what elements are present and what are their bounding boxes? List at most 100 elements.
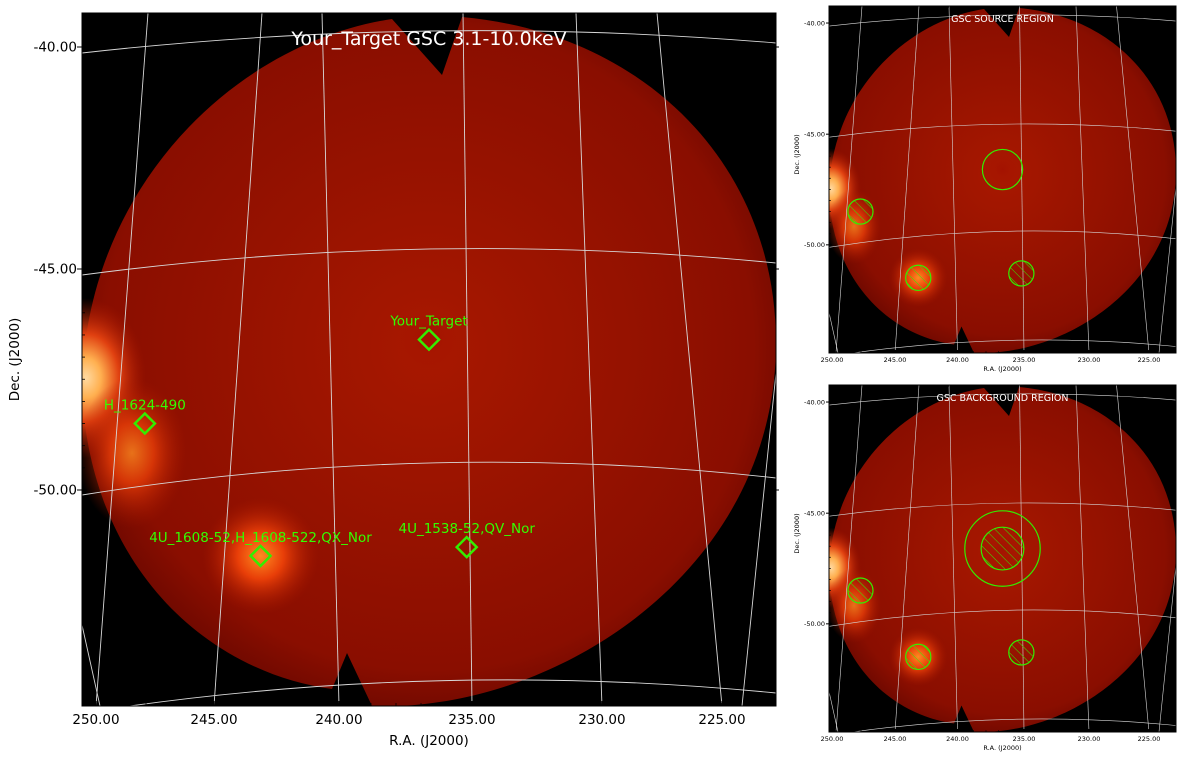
coordinate-grid bbox=[82, 13, 776, 706]
y-tick-label: -40.00 bbox=[804, 19, 825, 27]
x-tick-label: 235.00 bbox=[1013, 735, 1036, 743]
ra-gridline bbox=[1075, 6, 1090, 353]
main-panel: Your_Target H_1624-490 4U_1608-52,H_1608-5… bbox=[7, 12, 779, 749]
y-tick-label: -40.00 bbox=[33, 40, 77, 56]
source-label: 4U_1608-52,H_1608-522,QX_Nor bbox=[149, 530, 372, 546]
source-label: H_1624-490 bbox=[104, 398, 186, 414]
x-tick-label: 240.00 bbox=[946, 356, 969, 364]
plot-frame bbox=[828, 5, 1177, 354]
ra-gridline bbox=[948, 385, 958, 732]
ra-gridline bbox=[213, 13, 263, 706]
excluded-region bbox=[905, 264, 932, 292]
ra-gridline bbox=[741, 372, 776, 706]
x-tick-label: 245.00 bbox=[884, 356, 907, 364]
x-tick-label: 245.00 bbox=[884, 735, 907, 743]
excluded-region bbox=[905, 643, 932, 671]
dec-gridline bbox=[82, 461, 776, 496]
y-axis-label: Dec. (J2000) bbox=[793, 513, 801, 553]
dec-gridline bbox=[850, 339, 1176, 353]
source-marker bbox=[454, 535, 479, 559]
dec-gridline bbox=[829, 393, 1176, 406]
excluded-region bbox=[1008, 260, 1035, 287]
x-tick-label: 230.00 bbox=[1078, 356, 1101, 364]
heatmap-area bbox=[829, 6, 1176, 353]
emission-blob bbox=[202, 497, 319, 614]
x-axis-label: R.A. (J2000) bbox=[983, 744, 1021, 752]
y-tick-label: -50.00 bbox=[804, 620, 825, 628]
excluded-region bbox=[847, 198, 874, 225]
excluded-region-hatch bbox=[847, 198, 874, 225]
dec-gridline bbox=[850, 718, 1176, 732]
ra-gridline bbox=[462, 13, 473, 706]
excluded-region-hatch bbox=[905, 265, 931, 291]
y-tick-label: -45.00 bbox=[804, 130, 825, 138]
ra-gridline bbox=[1158, 186, 1176, 353]
ra-gridline bbox=[1116, 6, 1150, 353]
ra-gridline bbox=[321, 13, 340, 706]
ra-gridline bbox=[948, 6, 958, 353]
dec-gridline bbox=[829, 609, 1176, 627]
ra-gridline bbox=[575, 13, 603, 706]
heatmap-area: Your_Target H_1624-490 4U_1608-52,H_1608-5… bbox=[82, 13, 776, 706]
dec-gridline bbox=[82, 248, 776, 276]
excluded-region bbox=[847, 577, 874, 604]
x-axis-label: R.A. (J2000) bbox=[389, 733, 469, 749]
x-tick-label: 230.00 bbox=[1078, 735, 1101, 743]
source-label: 4U_1538-52,QV_Nor bbox=[398, 521, 535, 537]
ra-gridline bbox=[835, 385, 863, 732]
annulus-outer-region bbox=[964, 510, 1041, 587]
ra-gridline bbox=[656, 13, 723, 706]
ra-gridline bbox=[1075, 385, 1090, 732]
x-tick-label: 240.00 bbox=[946, 735, 969, 743]
y-tick-label: -50.00 bbox=[33, 483, 77, 499]
source-region bbox=[981, 148, 1024, 191]
heatmap-area bbox=[829, 385, 1176, 732]
dec-gridline bbox=[126, 679, 776, 706]
y-axis-label: Dec. (J2000) bbox=[7, 318, 23, 402]
x-tick-label: 235.00 bbox=[448, 712, 495, 728]
x-axis-label: R.A. (J2000) bbox=[983, 365, 1021, 373]
ra-gridline bbox=[1116, 385, 1150, 732]
excluded-region-hatch bbox=[905, 644, 931, 670]
dec-gridline bbox=[829, 230, 1176, 248]
emission-blob bbox=[829, 567, 882, 643]
dec-gridline bbox=[829, 123, 1176, 138]
ra-gridline bbox=[835, 6, 863, 353]
dec-gridline bbox=[829, 14, 1176, 27]
y-tick-label: -45.00 bbox=[804, 509, 825, 517]
ra-gridline bbox=[829, 691, 839, 732]
chart-title: GSC SOURCE REGION bbox=[951, 14, 1054, 25]
source-label: Your_Target bbox=[389, 314, 467, 330]
plot-frame bbox=[81, 12, 777, 707]
x-tick-label: 250.00 bbox=[821, 356, 844, 364]
emission-blob bbox=[389, 299, 469, 380]
coordinate-grid bbox=[829, 6, 1176, 353]
x-tick-label: 245.00 bbox=[190, 712, 237, 728]
emission-blob bbox=[829, 188, 882, 264]
emission-blob bbox=[982, 149, 1023, 190]
chart-title: Your_Target GSC 3.1-10.0keV bbox=[290, 28, 566, 50]
y-tick-label: -50.00 bbox=[804, 241, 825, 249]
dec-gridline bbox=[82, 30, 776, 54]
excluded-region bbox=[980, 526, 1025, 571]
y-tick-label: -45.00 bbox=[33, 262, 77, 278]
ra-gridline bbox=[894, 6, 920, 353]
y-axis-label: Dec. (J2000) bbox=[793, 134, 801, 174]
chart-title: GSC BACKGROUND REGION bbox=[937, 393, 1069, 404]
x-tick-label: 225.00 bbox=[1138, 356, 1161, 364]
dec-gridline bbox=[829, 502, 1176, 517]
x-tick-label: 225.00 bbox=[1138, 735, 1161, 743]
x-tick-label: 250.00 bbox=[821, 735, 844, 743]
plot-frame bbox=[828, 384, 1177, 733]
x-tick-label: 235.00 bbox=[1013, 356, 1036, 364]
ra-gridline bbox=[95, 13, 149, 706]
excluded-region bbox=[1008, 639, 1035, 666]
excluded-region-hatch bbox=[847, 577, 874, 604]
excluded-region-hatch bbox=[1008, 639, 1034, 666]
excluded-region-hatch bbox=[1008, 260, 1034, 287]
x-tick-label: 230.00 bbox=[578, 712, 625, 728]
source-region-panel: GSC SOURCE REGION 250.00 245.00 240.00 235.0… bbox=[793, 5, 1177, 373]
coordinate-grid bbox=[829, 385, 1176, 732]
ra-gridline bbox=[1158, 565, 1176, 732]
